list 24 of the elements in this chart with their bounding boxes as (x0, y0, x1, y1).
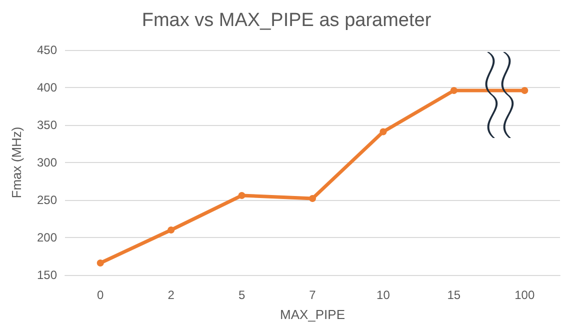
x-tick-label: 100 (514, 288, 535, 302)
y-tick-label: 250 (36, 193, 58, 207)
x-axis-title: MAX_PIPE (280, 307, 346, 322)
x-tick-label: 10 (376, 288, 390, 302)
point (309, 195, 316, 202)
y-tick-label: 350 (36, 118, 58, 132)
y-tick-label: 150 (36, 268, 58, 282)
x-tick-label: 5 (238, 288, 246, 302)
point (238, 192, 246, 199)
x-tick-label: 7 (309, 288, 316, 302)
y-axis-title: Fmax (MHz) (9, 126, 24, 198)
x-tick-label: 0 (97, 288, 104, 302)
x-tick-label: 2 (168, 288, 175, 302)
point (450, 87, 458, 94)
point (96, 260, 104, 266)
point (380, 128, 387, 136)
y-tick-label: 450 (36, 43, 58, 57)
point (521, 87, 528, 94)
chart-title: Fmax vs MAX_PIPE as parameter (142, 10, 432, 31)
point (168, 226, 175, 234)
y-tick-label: 400 (36, 80, 58, 94)
y-tick-label: 300 (36, 156, 58, 170)
y-tick-label: 200 (36, 230, 58, 244)
x-tick-label: 15 (447, 288, 461, 302)
